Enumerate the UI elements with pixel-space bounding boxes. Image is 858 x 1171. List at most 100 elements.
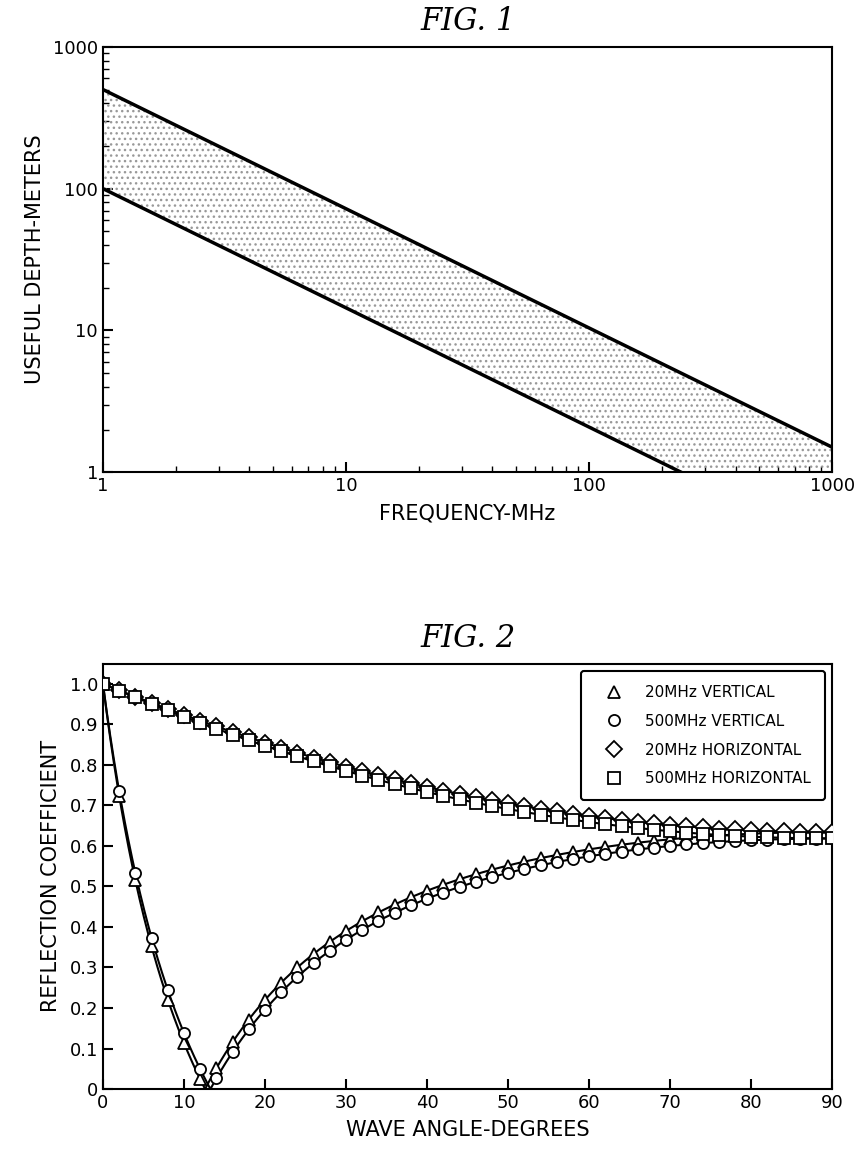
500MHz HORIZONTAL (98, 677, 108, 691)
500MHz VERTICAL (762, 833, 772, 847)
500MHz VERTICAL (616, 844, 626, 858)
500MHz VERTICAL (746, 834, 757, 848)
500MHz HORIZONTAL (827, 831, 837, 845)
20MHz VERTICAL (276, 975, 287, 989)
500MHz VERTICAL (406, 898, 416, 912)
20MHz VERTICAL (762, 826, 772, 840)
500MHz VERTICAL (730, 834, 740, 848)
20MHz HORIZONTAL (309, 751, 319, 765)
20MHz VERTICAL (324, 934, 335, 949)
500MHz HORIZONTAL (795, 831, 805, 845)
20MHz VERTICAL (114, 789, 124, 803)
500MHz VERTICAL (390, 905, 400, 919)
20MHz VERTICAL (195, 1073, 205, 1087)
500MHz HORIZONTAL (211, 721, 221, 735)
20MHz HORIZONTAL (341, 760, 351, 774)
20MHz HORIZONTAL (390, 773, 400, 787)
500MHz HORIZONTAL (552, 810, 562, 824)
500MHz HORIZONTAL (665, 824, 675, 838)
20MHz VERTICAL (147, 939, 157, 953)
20MHz HORIZONTAL (244, 731, 254, 745)
500MHz HORIZONTAL (746, 829, 757, 843)
500MHz VERTICAL (163, 982, 173, 997)
20MHz VERTICAL (438, 878, 449, 892)
500MHz HORIZONTAL (341, 763, 351, 778)
500MHz HORIZONTAL (584, 815, 595, 829)
500MHz VERTICAL (778, 833, 789, 847)
500MHz VERTICAL (324, 944, 335, 958)
20MHz HORIZONTAL (178, 708, 189, 723)
500MHz VERTICAL (601, 847, 611, 861)
20MHz HORIZONTAL (616, 813, 626, 827)
20MHz HORIZONTAL (632, 815, 643, 829)
500MHz VERTICAL (535, 858, 546, 872)
Title: FIG. 2: FIG. 2 (420, 623, 516, 653)
Line: 500MHz HORIZONTAL: 500MHz HORIZONTAL (98, 678, 837, 844)
500MHz HORIZONTAL (244, 733, 254, 747)
500MHz VERTICAL (309, 956, 319, 970)
20MHz VERTICAL (535, 851, 546, 865)
500MHz HORIZONTAL (324, 759, 335, 773)
20MHz VERTICAL (632, 836, 643, 850)
20MHz HORIZONTAL (601, 812, 611, 826)
500MHz HORIZONTAL (227, 727, 238, 741)
500MHz HORIZONTAL (519, 804, 529, 819)
500MHz HORIZONTAL (357, 768, 367, 782)
500MHz VERTICAL (211, 1071, 221, 1086)
20MHz HORIZONTAL (470, 790, 480, 804)
500MHz VERTICAL (811, 831, 821, 845)
20MHz HORIZONTAL (730, 822, 740, 836)
500MHz VERTICAL (584, 849, 595, 863)
20MHz VERTICAL (746, 827, 757, 841)
20MHz HORIZONTAL (649, 816, 659, 830)
500MHz HORIZONTAL (114, 684, 124, 698)
20MHz VERTICAL (211, 1061, 221, 1075)
20MHz HORIZONTAL (276, 741, 287, 755)
Y-axis label: REFLECTION COEFFICIENT: REFLECTION COEFFICIENT (41, 740, 61, 1013)
500MHz HORIZONTAL (762, 830, 772, 844)
20MHz HORIZONTAL (503, 796, 513, 810)
500MHz HORIZONTAL (470, 796, 480, 810)
20MHz HORIZONTAL (260, 735, 270, 749)
20MHz VERTICAL (827, 824, 837, 838)
20MHz VERTICAL (698, 829, 708, 843)
Line: 20MHz HORIZONTAL: 20MHz HORIZONTAL (98, 678, 837, 837)
500MHz VERTICAL (455, 879, 465, 893)
Y-axis label: USEFUL DEPTH-METERS: USEFUL DEPTH-METERS (25, 135, 45, 384)
20MHz HORIZONTAL (357, 765, 367, 779)
20MHz HORIZONTAL (373, 768, 384, 782)
500MHz HORIZONTAL (178, 710, 189, 724)
20MHz HORIZONTAL (195, 714, 205, 728)
500MHz VERTICAL (244, 1022, 254, 1036)
500MHz VERTICAL (438, 885, 449, 899)
500MHz VERTICAL (519, 862, 529, 876)
500MHz VERTICAL (98, 677, 108, 691)
20MHz HORIZONTAL (114, 684, 124, 698)
20MHz HORIZONTAL (681, 820, 692, 834)
20MHz VERTICAL (795, 826, 805, 840)
20MHz HORIZONTAL (130, 690, 141, 704)
20MHz VERTICAL (244, 1013, 254, 1027)
20MHz VERTICAL (373, 905, 384, 919)
20MHz HORIZONTAL (795, 824, 805, 838)
20MHz VERTICAL (130, 874, 141, 888)
20MHz HORIZONTAL (714, 822, 724, 836)
500MHz HORIZONTAL (714, 828, 724, 842)
20MHz HORIZONTAL (535, 802, 546, 816)
500MHz HORIZONTAL (486, 799, 497, 813)
500MHz VERTICAL (568, 852, 578, 867)
20MHz VERTICAL (470, 868, 480, 882)
20MHz HORIZONTAL (163, 701, 173, 715)
500MHz VERTICAL (714, 835, 724, 849)
500MHz VERTICAL (147, 931, 157, 945)
500MHz HORIZONTAL (649, 823, 659, 837)
500MHz VERTICAL (649, 841, 659, 855)
20MHz VERTICAL (309, 947, 319, 961)
500MHz VERTICAL (486, 870, 497, 884)
500MHz HORIZONTAL (406, 781, 416, 795)
500MHz VERTICAL (503, 865, 513, 879)
20MHz VERTICAL (601, 840, 611, 854)
500MHz VERTICAL (293, 970, 303, 984)
500MHz HORIZONTAL (293, 749, 303, 763)
20MHz HORIZONTAL (568, 807, 578, 821)
